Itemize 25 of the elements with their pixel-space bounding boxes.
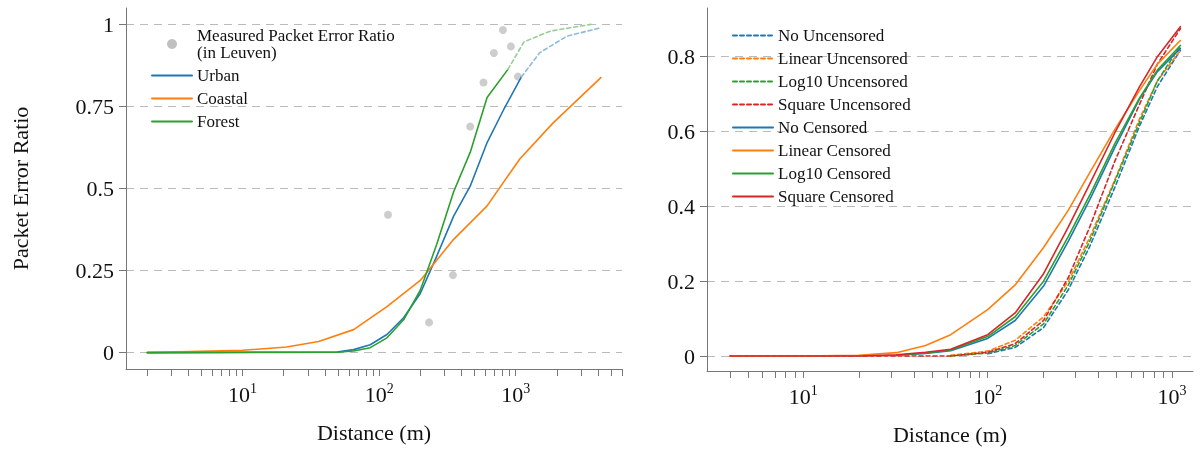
- legend-label: Linear Uncensored: [778, 49, 909, 68]
- legend-label: Square Censored: [778, 187, 895, 206]
- legend-label: Log10 Uncensored: [778, 72, 909, 91]
- y-tick-label: 0: [684, 343, 695, 369]
- legend-label: No Censored: [778, 118, 868, 137]
- y-tick-label: 0.5: [86, 176, 114, 201]
- x-axis-title: Distance (m): [316, 419, 432, 445]
- legend-label: Forest: [197, 112, 240, 131]
- y-tick-label: 0.6: [667, 118, 695, 144]
- x-axis-title: Distance (m): [892, 421, 1008, 447]
- legend-label: No Uncensored: [778, 26, 885, 45]
- legend-label: Coastal: [197, 89, 249, 108]
- legend-label: Urban: [197, 66, 240, 85]
- y-tick-label: 0.4: [667, 193, 695, 219]
- y-tick-label: 0.25: [75, 258, 114, 284]
- y-tick-label: 0.8: [667, 44, 695, 70]
- y-tick-label: 0: [103, 340, 114, 366]
- legend-label: Measured Packet Error Ratio (in Leuven): [197, 26, 400, 62]
- y-tick-label: 1: [103, 11, 114, 37]
- y-axis-title: Packet Error Ratio: [7, 106, 33, 271]
- legend-label: Square Uncensored: [778, 95, 912, 114]
- legend-label: Linear Censored: [778, 141, 892, 160]
- legend-label: Log10 Censored: [778, 164, 892, 183]
- y-tick-label: 0.2: [667, 268, 695, 294]
- y-tick-label: 0.75: [75, 93, 114, 119]
